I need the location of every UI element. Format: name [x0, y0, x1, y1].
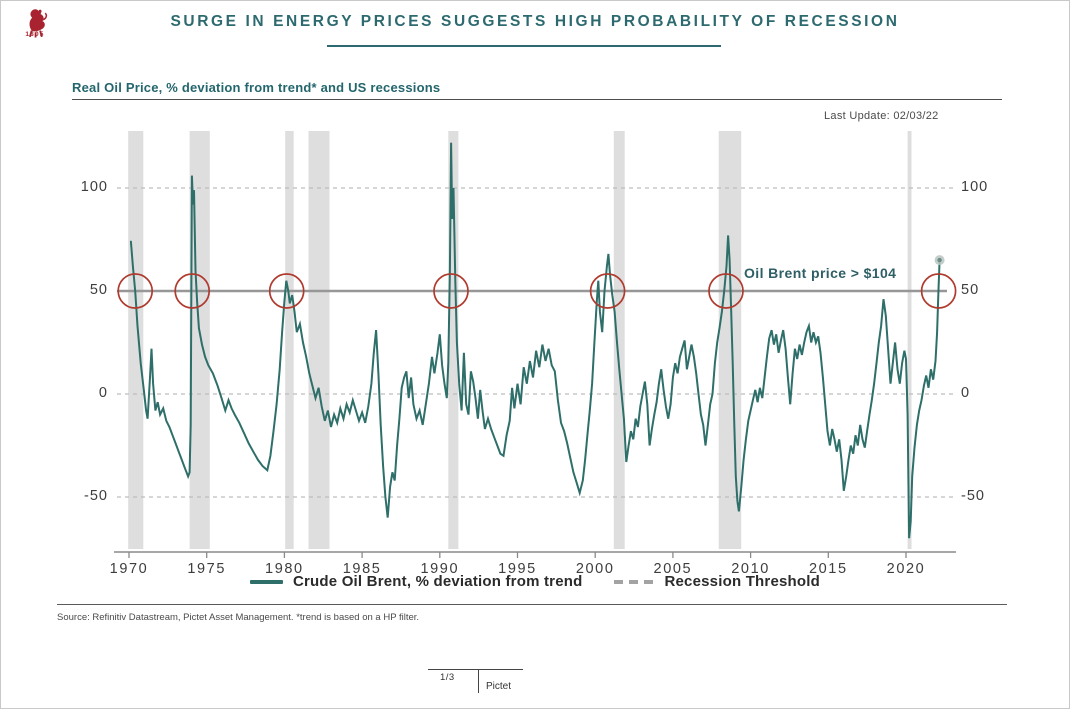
- last-update: Last Update: 02/03/22: [824, 110, 939, 122]
- logo-year: 1805: [25, 31, 45, 38]
- threshold-crossing-circle: [117, 273, 154, 309]
- title-underline: [327, 45, 721, 47]
- brent-price-annotation: Oil Brent price > $104: [744, 265, 897, 281]
- threshold-dash-swatch: [614, 579, 655, 584]
- lion-tail: [42, 12, 48, 21]
- lion-legs: [29, 30, 43, 38]
- y-axis-label-right: 0: [961, 385, 971, 401]
- footer-divider: [478, 669, 479, 693]
- pictet-lion-logo: [29, 9, 48, 38]
- recession-band: [285, 131, 294, 549]
- y-axis-label-left: 50: [89, 282, 108, 298]
- threshold-crossing-circle: [174, 273, 211, 309]
- x-axis-label: 1990: [420, 561, 460, 577]
- latest-point-halo: [934, 255, 945, 266]
- y-axis-label-right: 100: [961, 179, 989, 195]
- recession-band: [128, 131, 144, 549]
- x-axis-label: 1995: [498, 561, 537, 577]
- legend-item-series: Crude Oil Brent, % deviation from trend: [249, 573, 583, 590]
- series-line-swatch: [249, 579, 283, 584]
- recession-band: [907, 131, 912, 549]
- y-axis-label-left: 100: [80, 179, 108, 195]
- x-axis-label: 2015: [808, 561, 848, 577]
- threshold-crossing-circle: [268, 273, 305, 309]
- x-axis-label: 1980: [265, 561, 304, 577]
- chart-subtitle: Real Oil Price, % deviation from trend* …: [72, 80, 441, 95]
- page-number: 1/3: [440, 672, 455, 683]
- recession-band: [308, 131, 330, 549]
- y-axis-label-right: 50: [961, 282, 980, 298]
- threshold-crossing-circle: [708, 273, 744, 309]
- threshold-crossing-circle: [920, 273, 957, 309]
- legend-threshold-label: Recession Threshold: [664, 573, 820, 590]
- bottom-rule: [57, 604, 1007, 605]
- recession-band: [448, 131, 459, 549]
- x-axis-label: 1985: [342, 561, 382, 577]
- recession-band: [189, 131, 210, 549]
- recession-band: [718, 131, 742, 549]
- latest-point-marker: [937, 257, 942, 263]
- x-axis-label: 1970: [109, 561, 149, 577]
- y-axis-label-left: 0: [98, 385, 108, 401]
- lion-body: [29, 9, 45, 32]
- y-axis-label-right: -50: [961, 488, 985, 504]
- subtitle-rule: [72, 99, 1002, 100]
- x-axis-label: 2005: [653, 561, 693, 577]
- chart-legend: Crude Oil Brent, % deviation from trend …: [0, 573, 1070, 590]
- brand-name: Pictet: [486, 681, 512, 692]
- recession-band: [613, 131, 625, 549]
- footer-line: [428, 669, 523, 670]
- legend-item-threshold: Recession Threshold: [614, 573, 820, 590]
- y-axis-label-left: -50: [84, 488, 108, 504]
- oil-price-line: [129, 142, 941, 539]
- x-axis-label: 1975: [187, 561, 227, 577]
- page-title: SURGE IN ENERGY PRICES SUGGESTS HIGH PRO…: [170, 13, 900, 30]
- legend-series-label: Crude Oil Brent, % deviation from trend: [292, 573, 583, 590]
- x-axis-label: 2020: [886, 561, 926, 577]
- x-axis-label: 2000: [575, 561, 615, 577]
- threshold-crossing-circle: [433, 273, 469, 309]
- source-note: Source: Refinitiv Datastream, Pictet Ass…: [57, 612, 420, 623]
- x-axis-label: 2010: [731, 561, 770, 577]
- threshold-crossing-circle: [589, 273, 626, 309]
